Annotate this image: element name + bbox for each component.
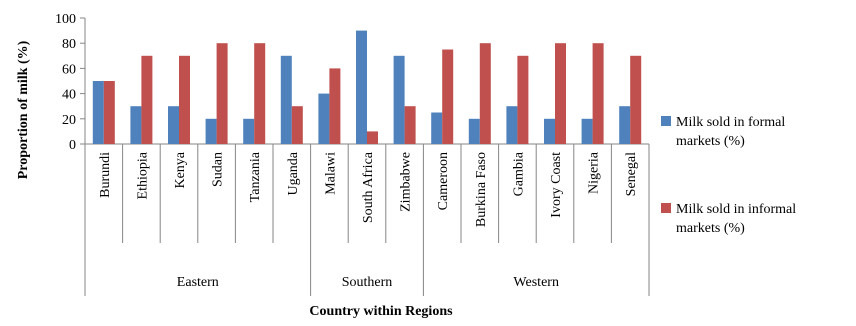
bar-informal: [555, 43, 566, 145]
bar-informal: [367, 131, 378, 144]
category-label: Cameroon: [436, 152, 451, 210]
bar-formal: [130, 106, 142, 144]
category-label: Gambia: [511, 151, 526, 196]
bar-formal: [168, 106, 179, 144]
legend-swatch: [661, 203, 671, 213]
bar-informal: [329, 68, 341, 144]
y-tick-label: 20: [62, 113, 76, 128]
legend-label: Milk sold in informal markets (%): [676, 202, 796, 236]
y-tick-label: 80: [62, 37, 76, 52]
bar-informal: [254, 43, 266, 145]
bar-formal: [205, 118, 217, 144]
bar-informal: [404, 106, 416, 144]
x-axis-title: Country within Regions: [309, 304, 453, 319]
bar-informal: [216, 43, 228, 145]
bar-formal: [280, 55, 292, 144]
bar-informal: [179, 55, 190, 144]
bar-formal: [544, 118, 555, 144]
y-tick-label: 40: [62, 88, 76, 103]
bar-informal: [141, 55, 153, 144]
y-tick-label: 0: [69, 138, 76, 153]
bar-formal: [393, 55, 405, 144]
legend-swatch: [661, 116, 671, 126]
legend-label: Milk sold in formal markets (%): [676, 115, 785, 149]
bar-formal: [431, 112, 443, 144]
bar-formal: [318, 93, 330, 144]
group-label: Eastern: [177, 275, 219, 290]
bar-formal: [581, 118, 593, 144]
bar-informal: [103, 81, 115, 144]
category-label: Senegal: [624, 152, 639, 196]
category-label: Nigeria: [587, 151, 602, 194]
category-label: Tanzania: [248, 151, 263, 202]
bar-informal: [517, 55, 529, 144]
bar-informal: [479, 43, 491, 145]
category-label: Ivory Coast: [549, 152, 564, 218]
group-label: Western: [513, 275, 559, 290]
category-label: Ethiopia: [135, 151, 150, 199]
category-label: South Africa: [361, 151, 376, 223]
bar-formal: [92, 81, 104, 144]
bar-formal: [468, 118, 480, 144]
category-label: Malawi: [323, 152, 338, 195]
bar-formal: [506, 106, 518, 144]
bar-formal: [356, 30, 367, 145]
bar-informal: [442, 49, 454, 144]
category-label: Burkina Faso: [474, 152, 489, 227]
bar-formal: [243, 118, 255, 144]
category-label: Burundi: [98, 152, 113, 198]
category-label: Sudan: [211, 152, 226, 187]
bar-informal: [630, 55, 642, 144]
y-tick-label: 100: [55, 12, 76, 27]
category-label: Zimbabwe: [399, 152, 414, 212]
category-label: Kenya: [173, 151, 188, 188]
bar-informal: [592, 43, 604, 145]
category-label: Uganda: [286, 151, 301, 195]
y-axis-title: Proportion of milk (%): [16, 40, 31, 179]
y-tick-label: 60: [62, 62, 76, 77]
bar-informal: [291, 106, 303, 144]
bar-formal: [619, 106, 631, 144]
group-label: Southern: [342, 275, 393, 290]
